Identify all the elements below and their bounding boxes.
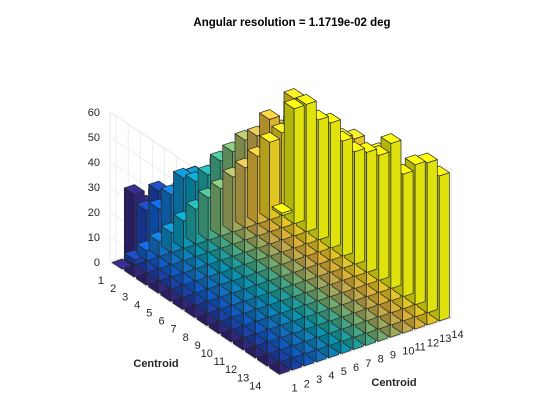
- bar-face-right: [305, 100, 317, 233]
- x-tick-label: 14: [249, 380, 261, 392]
- bar-face-right: [342, 137, 353, 257]
- y-tick-label: 9: [390, 350, 396, 362]
- bar-face-left: [234, 161, 246, 229]
- z-tick-label: 10: [88, 232, 100, 244]
- bar-face-top: [123, 184, 145, 195]
- y-tick-label: 7: [365, 358, 371, 370]
- x-tick-label: 8: [183, 332, 189, 344]
- bar-face-right: [414, 161, 426, 306]
- bar-face-left: [185, 202, 197, 245]
- bar-face-right: [438, 172, 450, 322]
- y-tick-label: 4: [328, 370, 334, 382]
- y-tick-label: 14: [451, 329, 463, 341]
- x-axis-label: Centroid: [133, 358, 178, 370]
- bar-face-top: [271, 202, 293, 214]
- bar-face-right: [354, 148, 366, 265]
- y-tick-label: 11: [415, 341, 426, 353]
- y-tick-label: 13: [439, 333, 451, 345]
- x-tick-label: 11: [214, 356, 225, 368]
- y-tick-label: 2: [304, 378, 310, 390]
- bar: [124, 249, 145, 266]
- bar-face-left: [222, 170, 234, 233]
- bar: [271, 202, 293, 217]
- y-tick-labels: 1 2 3 4 5 6 7 8 9 10 11 12 13 14: [292, 329, 464, 394]
- bar: [283, 98, 305, 225]
- x-tick-label: 3: [122, 291, 128, 303]
- bar-face-right: [366, 148, 378, 273]
- y-tick-label: 5: [341, 366, 347, 378]
- bar-face-right: [330, 119, 341, 249]
- bar: [259, 131, 281, 221]
- bar-face-right: [317, 116, 329, 241]
- z-tick-label: 40: [88, 157, 100, 169]
- bar-face-top: [259, 131, 281, 143]
- bar-face-top: [404, 154, 426, 166]
- x-tick-label: 7: [170, 324, 176, 336]
- bar-face-top: [259, 109, 280, 120]
- y-tick-label: 3: [316, 374, 322, 386]
- z-grid-right: [279, 317, 452, 376]
- x-tick-label: 2: [110, 283, 116, 295]
- y-tick-label: 6: [353, 362, 359, 374]
- bar-face-top: [295, 94, 317, 105]
- x-tick-label: 12: [225, 364, 237, 376]
- bar-face-top: [380, 133, 402, 144]
- chart-title: Angular resolution = 1.1719e-02 deg: [193, 17, 390, 29]
- z-tick-label: 60: [88, 107, 100, 119]
- x-tick-label: 4: [134, 299, 140, 311]
- bar-face-right: [293, 105, 305, 225]
- z-tick-labels: 0 10 20 30 40 50 60: [88, 107, 100, 269]
- z-tick-label: 20: [88, 207, 100, 219]
- bar-face-top: [283, 98, 305, 110]
- x-tick-label: 10: [201, 348, 213, 360]
- bar-face-top: [111, 258, 133, 270]
- y-tick-label: 10: [402, 345, 414, 357]
- bar-face-right: [390, 139, 402, 289]
- bar-face-left: [197, 190, 209, 241]
- y-tick-label: 12: [427, 337, 439, 349]
- z-tick-label: 0: [94, 257, 100, 269]
- y-tick-label: 8: [378, 354, 384, 366]
- bar-face-right: [426, 159, 438, 314]
- z-tick-label: 30: [88, 182, 100, 194]
- z-grid-left: [109, 261, 280, 376]
- bars: [111, 88, 450, 375]
- y-tick-label: 1: [292, 382, 298, 394]
- z-tick-label: 50: [88, 132, 100, 144]
- x-tick-label: 9: [195, 340, 201, 352]
- bar-face-left: [210, 181, 221, 237]
- x-tick-label: 6: [158, 316, 164, 328]
- bar-face-left: [247, 149, 258, 225]
- bar-face-left: [259, 135, 271, 221]
- bar-face-right: [378, 151, 390, 281]
- x-tick-label: 1: [98, 275, 104, 287]
- x-tick-label: 13: [237, 372, 249, 384]
- x-tick-label: 5: [146, 307, 152, 319]
- y-axis-label: Centroid: [371, 377, 416, 389]
- bar: [111, 258, 133, 270]
- bar-face-right: [402, 170, 414, 298]
